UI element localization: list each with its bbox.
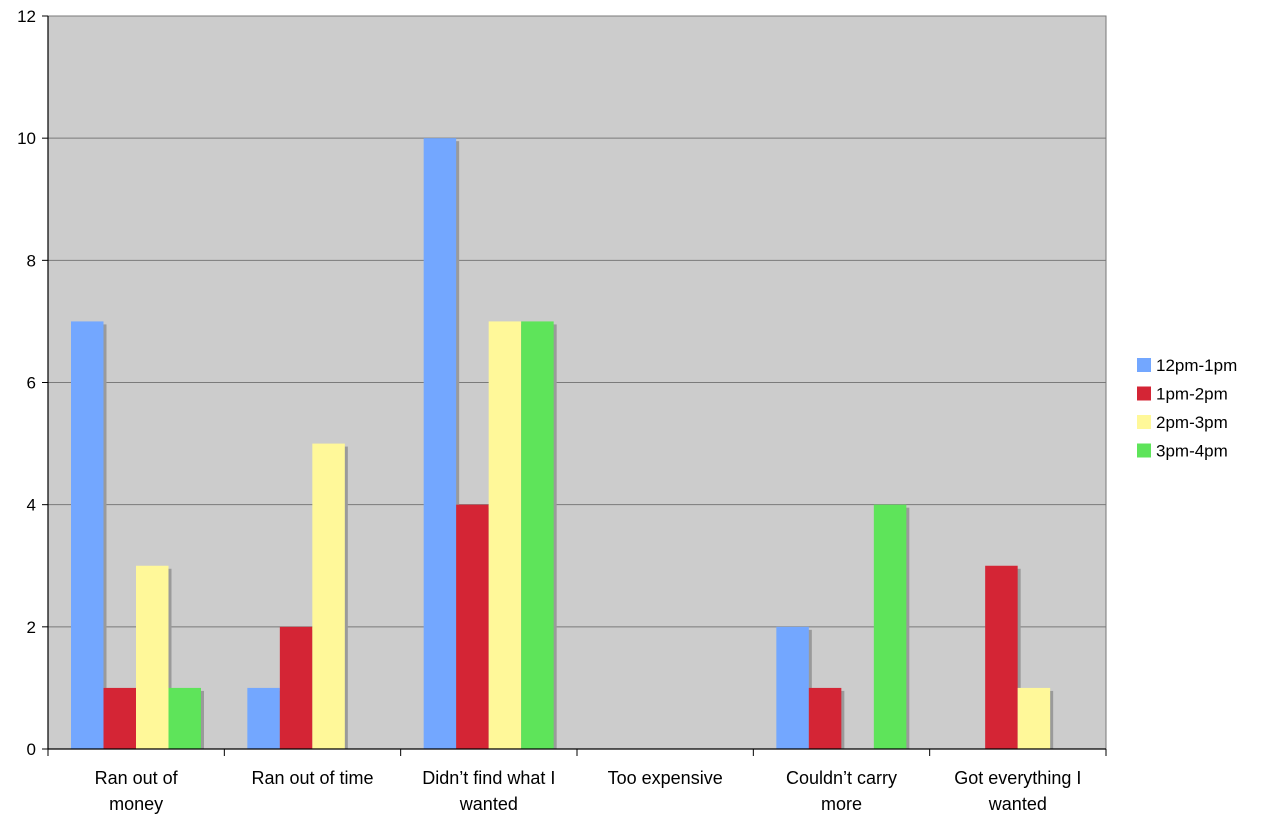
y-tick-label: 4 [27,496,36,515]
legend-label: 2pm-3pm [1156,413,1228,432]
legend-swatch [1137,358,1151,372]
bar [1018,688,1051,749]
legend-swatch [1137,444,1151,458]
bar [280,627,313,749]
bar [247,688,279,749]
bar [169,688,202,749]
bar [489,321,521,749]
legend: 12pm-1pm 1pm-2pm 2pm-3pm 3pm-4pm [1137,356,1237,461]
y-tick-label: 2 [27,618,36,637]
legend-swatch [1137,415,1151,429]
legend-label: 3pm-4pm [1156,442,1228,461]
y-tick-label: 0 [27,740,36,759]
bar [456,505,489,749]
legend-label: 12pm-1pm [1156,356,1237,375]
bar [985,566,1018,749]
y-tick-label: 8 [27,251,36,270]
bar [71,321,104,749]
bar [809,688,842,749]
bar [874,505,907,749]
x-tick-label: Ran out of money [95,768,179,814]
x-tick-label: Couldn’t carry more [786,768,897,814]
bar [136,566,169,749]
bar [521,321,554,749]
x-axis: Ran out of money Ran out of time Didn’t fin… [48,749,1106,814]
bar [104,688,137,749]
x-tick-label: Ran out of time [251,768,373,788]
legend-swatch [1137,387,1151,401]
bar [312,444,345,749]
y-tick-label: 12 [17,7,36,26]
y-tick-label: 10 [17,129,36,148]
bar [424,138,457,749]
y-tick-label: 6 [27,374,36,393]
legend-label: 1pm-2pm [1156,385,1228,404]
bar [776,627,809,749]
y-axis: 0 2 4 6 8 10 12 [17,7,48,759]
x-tick-label: Too expensive [608,768,723,788]
